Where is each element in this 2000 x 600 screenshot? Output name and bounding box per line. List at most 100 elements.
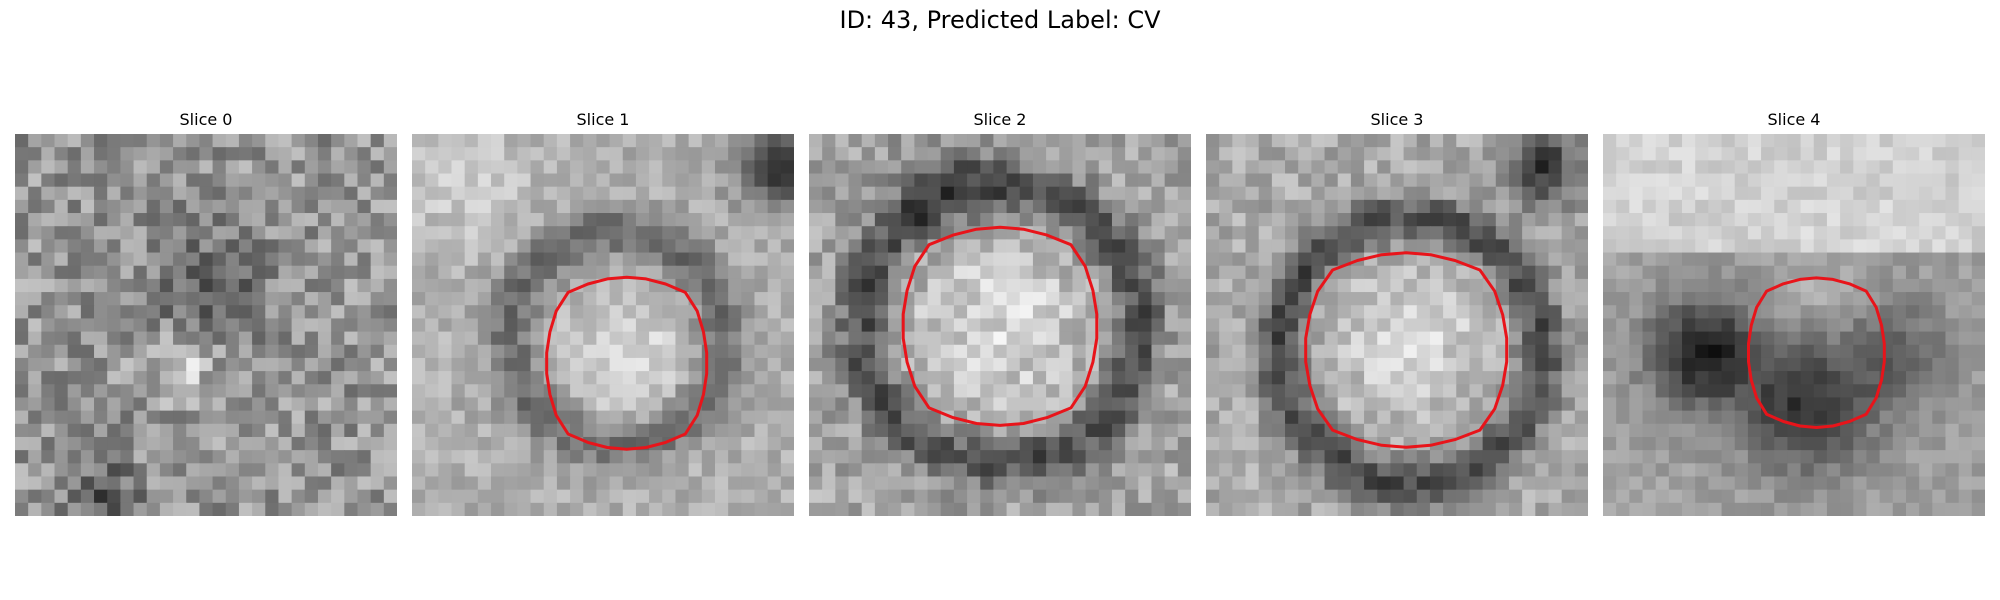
image-pixel: [451, 436, 466, 451]
image-pixel: [993, 265, 1008, 280]
image-pixel: [1522, 147, 1536, 161]
image-pixel: [1006, 265, 1021, 280]
image-pixel: [701, 489, 716, 504]
image-pixel: [741, 265, 756, 280]
image-pixel: [107, 463, 121, 478]
image-pixel: [1416, 423, 1431, 438]
image-pixel: [1548, 134, 1563, 148]
image-pixel: [1206, 173, 1220, 188]
image-pixel: [1364, 502, 1378, 516]
image-pixel: [133, 423, 148, 438]
image-pixel: [570, 252, 584, 267]
image-pixel: [1761, 134, 1775, 148]
image-pixel: [1682, 199, 1696, 214]
image-pixel: [861, 371, 876, 385]
image-pixel: [291, 226, 306, 240]
image-pixel: [1905, 489, 1920, 504]
slice-image: [412, 134, 794, 516]
image-pixel: [252, 476, 266, 491]
image-pixel: [1456, 160, 1471, 175]
image-pixel: [767, 357, 782, 372]
image-pixel: [1032, 213, 1047, 227]
image-pixel: [54, 357, 69, 372]
image-pixel: [596, 226, 611, 240]
image-pixel: [1271, 384, 1286, 399]
image-pixel: [1747, 226, 1762, 240]
image-pixel: [133, 344, 148, 359]
image-pixel: [1826, 213, 1841, 227]
image-pixel: [809, 344, 823, 359]
image-pixel: [980, 450, 995, 464]
image-pixel: [1443, 278, 1457, 293]
image-pixel: [199, 305, 214, 320]
image-pixel: [1232, 384, 1247, 399]
image-pixel: [1416, 226, 1431, 240]
image-pixel: [1932, 371, 1947, 385]
image-pixel: [596, 344, 611, 359]
image-pixel: [780, 199, 794, 214]
image-pixel: [1456, 410, 1471, 425]
image-pixel: [662, 318, 677, 333]
image-pixel: [861, 278, 876, 293]
image-pixel: [477, 252, 492, 267]
image-pixel: [1337, 278, 1352, 293]
image-pixel: [583, 318, 598, 333]
image-pixel: [1245, 318, 1260, 333]
image-pixel: [1840, 463, 1854, 478]
image-pixel: [1495, 397, 1510, 412]
image-pixel: [491, 252, 505, 267]
image-pixel: [1668, 397, 1683, 412]
image-pixel: [1125, 384, 1139, 399]
image-pixel: [67, 371, 82, 385]
image-pixel: [1245, 134, 1260, 148]
image-pixel: [1603, 173, 1617, 188]
image-pixel: [741, 173, 756, 188]
image-pixel: [159, 410, 174, 425]
image-pixel: [1111, 331, 1126, 346]
slice-title: Slice 1: [576, 110, 630, 129]
image-pixel: [1085, 252, 1100, 267]
image-pixel: [1945, 371, 1960, 385]
image-pixel: [199, 173, 214, 188]
image-pixel: [94, 147, 108, 161]
image-pixel: [927, 147, 942, 161]
image-pixel: [357, 450, 372, 464]
image-pixel: [1932, 384, 1947, 399]
image-pixel: [1548, 476, 1563, 491]
image-pixel: [15, 213, 29, 227]
image-pixel: [1164, 397, 1179, 412]
image-pixel: [159, 173, 174, 188]
image-pixel: [370, 502, 385, 516]
image-pixel: [146, 502, 161, 516]
image-pixel: [1800, 199, 1815, 214]
image-pixel: [1311, 213, 1326, 227]
image-pixel: [835, 371, 850, 385]
image-pixel: [15, 489, 29, 504]
image-pixel: [1668, 450, 1683, 464]
image-pixel: [556, 160, 571, 175]
image-pixel: [425, 476, 439, 491]
image-pixel: [1853, 239, 1868, 254]
image-pixel: [425, 160, 439, 175]
image-pixel: [1311, 134, 1326, 148]
image-pixel: [993, 213, 1008, 227]
image-pixel: [1892, 252, 1907, 267]
image-pixel: [1482, 226, 1497, 240]
image-pixel: [1574, 239, 1588, 254]
image-pixel: [133, 199, 148, 214]
image-pixel: [1350, 318, 1365, 333]
image-pixel: [1682, 186, 1696, 201]
image-pixel: [583, 344, 598, 359]
image-pixel: [120, 134, 135, 148]
image-pixel: [1285, 134, 1299, 148]
image-pixel: [822, 305, 836, 320]
image-pixel: [1616, 292, 1630, 306]
image-pixel: [741, 199, 756, 214]
image-pixel: [159, 160, 174, 175]
image-pixel: [412, 331, 426, 346]
image-pixel: [1032, 450, 1047, 464]
image-pixel: [94, 305, 108, 320]
image-pixel: [412, 173, 426, 188]
image-pixel: [425, 199, 439, 214]
image-pixel: [464, 450, 479, 464]
